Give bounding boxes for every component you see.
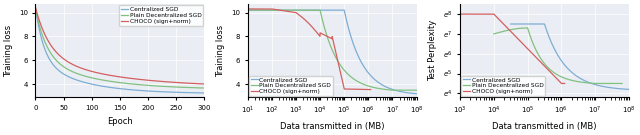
Plain Decentralized SGD bbox=[31, 8, 39, 9]
Centralized SGD bbox=[166, 91, 174, 93]
Line: Plain Decentralized SGD: Plain Decentralized SGD bbox=[248, 10, 417, 90]
CHOCO (sign+norm) bbox=[106, 75, 113, 76]
Plain Decentralized SGD bbox=[618, 83, 626, 84]
Plain Decentralized SGD bbox=[388, 89, 396, 91]
Centralized SGD bbox=[244, 9, 252, 11]
CHOCO (sign+norm) bbox=[251, 8, 259, 10]
CHOCO (sign+norm) bbox=[303, 21, 310, 22]
Line: Plain Decentralized SGD: Plain Decentralized SGD bbox=[35, 8, 204, 88]
Plain Decentralized SGD bbox=[326, 43, 333, 45]
X-axis label: Data transmitted in (MB): Data transmitted in (MB) bbox=[280, 122, 385, 131]
Centralized SGD bbox=[413, 93, 420, 94]
Centralized SGD bbox=[163, 91, 171, 93]
CHOCO (sign+norm) bbox=[277, 10, 285, 11]
Line: CHOCO (sign+norm): CHOCO (sign+norm) bbox=[248, 9, 371, 90]
CHOCO (sign+norm) bbox=[356, 89, 364, 90]
Line: Plain Decentralized SGD: Plain Decentralized SGD bbox=[494, 28, 622, 83]
Legend: Centralized SGD, Plain Decentralized SGD, CHOCO (sign+norm): Centralized SGD, Plain Decentralized SGD… bbox=[119, 5, 203, 26]
Centralized SGD bbox=[548, 42, 556, 44]
Line: CHOCO (sign+norm): CHOCO (sign+norm) bbox=[460, 14, 564, 83]
CHOCO (sign+norm) bbox=[163, 81, 171, 83]
Centralized SGD bbox=[603, 86, 611, 88]
CHOCO (sign+norm) bbox=[557, 83, 565, 84]
Centralized SGD bbox=[326, 9, 333, 11]
Legend: Centralized SGD, Plain Decentralized SGD, CHOCO (sign+norm): Centralized SGD, Plain Decentralized SGD… bbox=[249, 76, 333, 96]
Plain Decentralized SGD bbox=[100, 79, 108, 81]
CHOCO (sign+norm) bbox=[166, 81, 174, 83]
Centralized SGD bbox=[31, 6, 39, 7]
Plain Decentralized SGD bbox=[490, 33, 498, 35]
CHOCO (sign+norm) bbox=[464, 13, 472, 15]
Legend: Centralized SGD, Plain Decentralized SGD, CHOCO (sign+norm): Centralized SGD, Plain Decentralized SGD… bbox=[461, 76, 545, 96]
Centralized SGD bbox=[408, 92, 415, 94]
Centralized SGD bbox=[106, 87, 113, 88]
Plain Decentralized SGD bbox=[562, 78, 570, 79]
Centralized SGD bbox=[623, 88, 631, 90]
Plain Decentralized SGD bbox=[408, 89, 415, 91]
CHOCO (sign+norm) bbox=[266, 8, 273, 10]
Centralized SGD bbox=[321, 9, 329, 11]
Centralized SGD bbox=[625, 89, 633, 90]
Line: Centralized SGD: Centralized SGD bbox=[248, 10, 417, 94]
CHOCO (sign+norm) bbox=[561, 83, 568, 84]
CHOCO (sign+norm) bbox=[244, 8, 252, 10]
Y-axis label: Training loss: Training loss bbox=[4, 25, 13, 77]
Plain Decentralized SGD bbox=[529, 43, 537, 45]
Plain Decentralized SGD bbox=[244, 9, 252, 11]
Plain Decentralized SGD bbox=[413, 89, 420, 91]
Y-axis label: Training loss: Training loss bbox=[216, 25, 225, 77]
Plain Decentralized SGD bbox=[253, 9, 260, 11]
Plain Decentralized SGD bbox=[408, 89, 415, 91]
Centralized SGD bbox=[377, 83, 385, 85]
Centralized SGD bbox=[200, 92, 208, 94]
Centralized SGD bbox=[253, 9, 260, 11]
Plain Decentralized SGD bbox=[586, 82, 594, 84]
Plain Decentralized SGD bbox=[147, 85, 155, 86]
X-axis label: Data transmitted in (MB): Data transmitted in (MB) bbox=[492, 122, 596, 131]
Plain Decentralized SGD bbox=[166, 86, 174, 88]
Plain Decentralized SGD bbox=[106, 80, 113, 82]
CHOCO (sign+norm) bbox=[49, 47, 56, 48]
Line: Centralized SGD: Centralized SGD bbox=[511, 24, 629, 89]
CHOCO (sign+norm) bbox=[546, 71, 554, 72]
Line: Centralized SGD: Centralized SGD bbox=[35, 7, 204, 93]
Y-axis label: Test Perplexity: Test Perplexity bbox=[428, 20, 437, 81]
CHOCO (sign+norm) bbox=[518, 42, 525, 43]
Plain Decentralized SGD bbox=[591, 83, 599, 84]
CHOCO (sign+norm) bbox=[456, 13, 464, 15]
Line: CHOCO (sign+norm): CHOCO (sign+norm) bbox=[35, 7, 204, 84]
Plain Decentralized SGD bbox=[493, 32, 501, 34]
Plain Decentralized SGD bbox=[524, 27, 531, 29]
CHOCO (sign+norm) bbox=[147, 80, 155, 81]
Centralized SGD bbox=[507, 23, 515, 25]
Centralized SGD bbox=[408, 92, 415, 94]
CHOCO (sign+norm) bbox=[536, 61, 544, 63]
CHOCO (sign+norm) bbox=[331, 48, 339, 50]
Centralized SGD bbox=[536, 23, 543, 25]
CHOCO (sign+norm) bbox=[200, 83, 208, 85]
Plain Decentralized SGD bbox=[595, 83, 602, 84]
Plain Decentralized SGD bbox=[525, 33, 533, 35]
Centralized SGD bbox=[561, 65, 569, 67]
CHOCO (sign+norm) bbox=[367, 89, 374, 90]
Plain Decentralized SGD bbox=[49, 55, 56, 57]
Plain Decentralized SGD bbox=[321, 30, 329, 31]
CHOCO (sign+norm) bbox=[100, 73, 108, 75]
CHOCO (sign+norm) bbox=[557, 82, 565, 84]
Centralized SGD bbox=[49, 63, 56, 65]
Plain Decentralized SGD bbox=[200, 87, 208, 89]
Plain Decentralized SGD bbox=[377, 88, 385, 90]
Centralized SGD bbox=[569, 72, 577, 74]
Centralized SGD bbox=[100, 86, 108, 87]
CHOCO (sign+norm) bbox=[365, 89, 372, 90]
Plain Decentralized SGD bbox=[163, 86, 171, 87]
X-axis label: Epoch: Epoch bbox=[107, 117, 132, 126]
CHOCO (sign+norm) bbox=[547, 72, 555, 74]
CHOCO (sign+norm) bbox=[31, 6, 39, 8]
Centralized SGD bbox=[147, 90, 155, 92]
